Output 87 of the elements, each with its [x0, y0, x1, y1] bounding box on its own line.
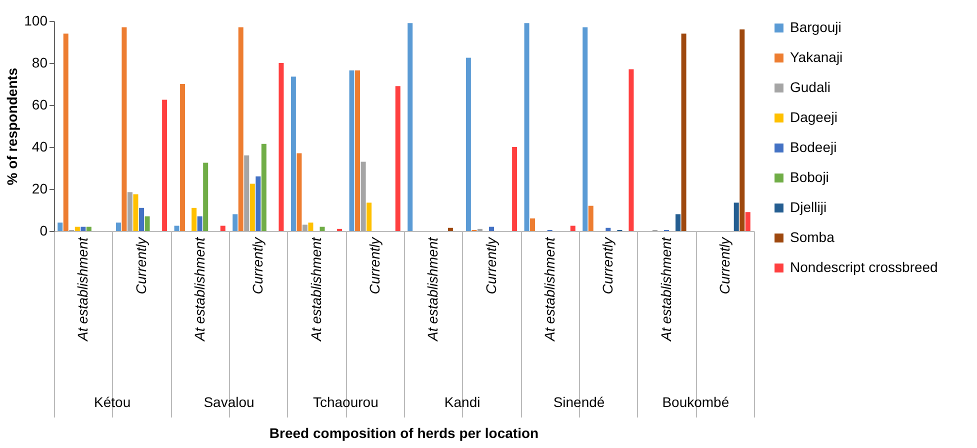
- bar: [192, 208, 197, 231]
- bar: [355, 70, 360, 231]
- text: Kétou: [94, 394, 131, 410]
- bar: [628, 69, 634, 231]
- x-tick-label: At establishment: [308, 236, 324, 342]
- bar: [197, 216, 202, 231]
- legend-label: Gudali: [790, 79, 830, 95]
- bar: [530, 218, 536, 231]
- bar: [220, 226, 226, 231]
- legend-label: Yakanaji: [790, 49, 843, 65]
- x-tick-label: Currently: [250, 236, 266, 294]
- x-tick-label: At establishment: [541, 236, 558, 342]
- legend-label: Somba: [790, 229, 835, 245]
- bar: [745, 212, 750, 231]
- bar: [256, 176, 261, 231]
- x-tick-label: At establishment: [191, 236, 208, 342]
- bar: [296, 153, 302, 231]
- y-axis-title: % of respondents: [4, 68, 20, 186]
- legend-label: Bodeeji: [790, 139, 837, 155]
- bar: [127, 192, 132, 231]
- bar: [320, 226, 325, 231]
- bar: [349, 70, 354, 231]
- bar: [302, 224, 308, 231]
- bar: [278, 63, 284, 231]
- bar: [180, 84, 186, 231]
- bar: [244, 155, 250, 231]
- bar: [261, 144, 266, 231]
- bar: [139, 208, 144, 231]
- bar: [466, 58, 471, 231]
- bar: [360, 162, 366, 231]
- bar: [681, 34, 686, 231]
- y-tick-label: 20: [32, 180, 48, 196]
- text: Kandi: [444, 394, 480, 410]
- bar: [570, 226, 576, 231]
- x-tick-label: Currently: [133, 236, 149, 294]
- legend-label: Nondescript crossbreed: [790, 259, 938, 275]
- y-tick-label: 80: [32, 54, 48, 70]
- legend-label: Bargouji: [790, 19, 842, 35]
- bar: [448, 228, 453, 231]
- text: Sinendé: [553, 394, 605, 410]
- bar: [308, 222, 314, 231]
- bar: [162, 100, 168, 231]
- text: Tchaourou: [312, 394, 378, 410]
- bar: [395, 86, 400, 231]
- legend-label: Boboji: [790, 169, 829, 185]
- bar: [58, 222, 63, 231]
- x-tick-label: Currently: [600, 236, 616, 294]
- y-tick-label: 0: [40, 222, 48, 238]
- legend-label: Dageeji: [790, 109, 838, 125]
- y-tick-label: 60: [32, 96, 48, 112]
- bar: [174, 226, 180, 231]
- x-tick-label: Currently: [483, 236, 499, 294]
- bar: [676, 214, 681, 231]
- bar: [80, 226, 86, 231]
- bar: [588, 206, 594, 231]
- bar: [74, 226, 80, 231]
- bar: [734, 202, 739, 231]
- bar: [524, 23, 530, 231]
- text: Savalou: [204, 394, 254, 410]
- bar: [250, 184, 255, 231]
- bar: [408, 23, 413, 231]
- y-tick-label: 100: [24, 12, 48, 28]
- bar: [116, 222, 121, 231]
- x-tick-label: Currently: [716, 236, 732, 294]
- x-tick-label: At establishment: [658, 236, 674, 342]
- bar: [489, 226, 494, 231]
- bar: [582, 27, 588, 231]
- bar: [238, 27, 244, 231]
- bar: [606, 228, 611, 231]
- bar: [290, 76, 296, 231]
- bar: [740, 29, 745, 231]
- text: Breed composition of herds per location: [269, 425, 539, 441]
- y-tick-label: 40: [32, 138, 48, 154]
- legend-label: Djelliji: [790, 199, 827, 215]
- x-tick-label: At establishment: [424, 236, 441, 342]
- bar: [144, 216, 150, 231]
- bar: [63, 34, 68, 231]
- bar: [122, 27, 127, 231]
- bar: [366, 202, 372, 231]
- bar: [512, 147, 518, 231]
- bar: [86, 226, 92, 231]
- x-tick-label: Currently: [366, 236, 382, 294]
- bar: [203, 162, 208, 231]
- text: Boukombé: [662, 394, 730, 410]
- bar: [133, 194, 138, 231]
- bar: [232, 214, 238, 231]
- x-tick-label: At establishment: [74, 236, 91, 342]
